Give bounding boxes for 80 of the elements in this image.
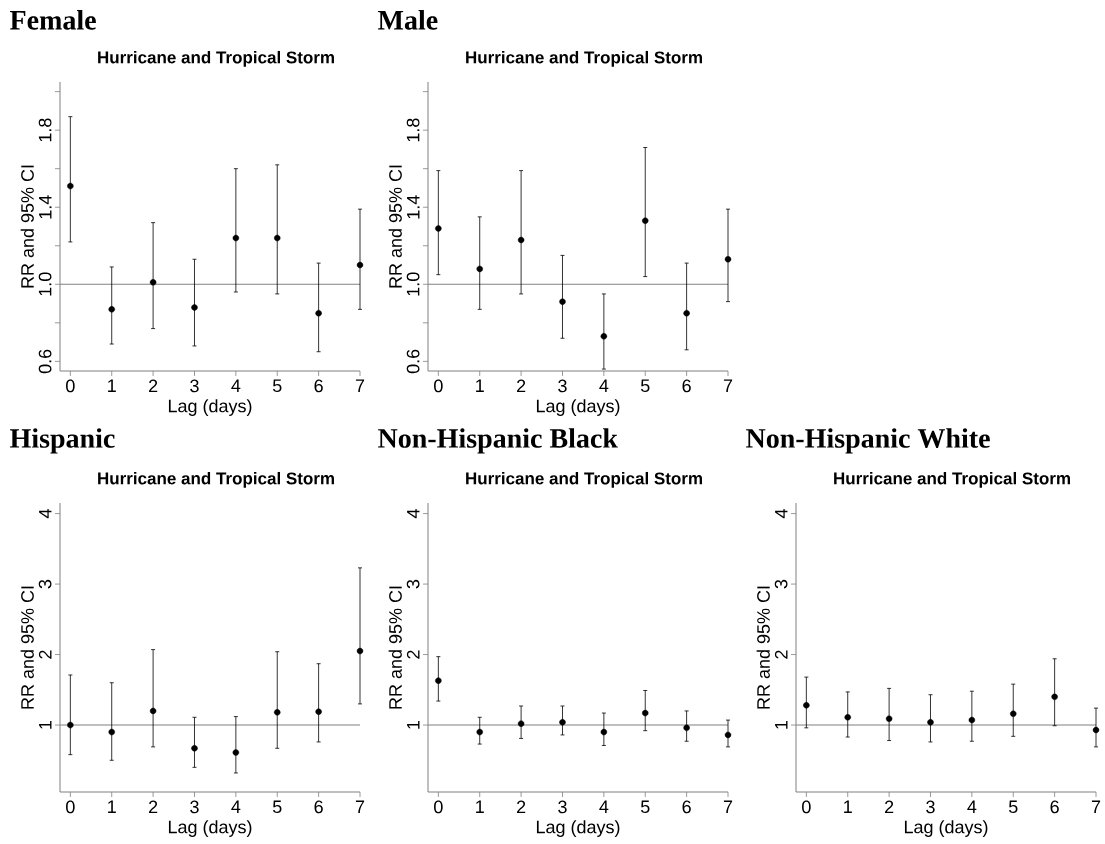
- chart-title: Non-Hispanic Black: [378, 428, 618, 454]
- x-tick-label: 7: [723, 800, 733, 813]
- x-tick-label: 5: [1008, 800, 1018, 814]
- x-tick-label: 6: [682, 800, 691, 814]
- y-tick-label: 3: [406, 579, 420, 589]
- x-axis-title: Lag (days): [168, 399, 252, 416]
- x-tick-label: 3: [558, 379, 567, 393]
- x-tick-label: 1: [844, 800, 852, 813]
- y-tick-label: 1.8: [406, 118, 420, 142]
- x-tick-label: 2: [149, 379, 158, 393]
- x-tick-label: 4: [967, 800, 977, 813]
- y-tick-label: 1.8: [38, 118, 52, 142]
- y-tick-label: 0.6: [406, 349, 420, 374]
- x-axis-title: Lag (days): [536, 820, 620, 837]
- y-tick-label: 4: [39, 509, 52, 519]
- chart-subtitle: Hurricane and Tropical Storm: [466, 471, 702, 488]
- x-tick-label: 2: [885, 800, 894, 814]
- x-tick-label: 2: [517, 379, 526, 393]
- chart-title: Male: [378, 10, 438, 30]
- y-axis-title: RR and 95% CI: [388, 165, 402, 288]
- x-tick-label: 4: [231, 379, 241, 392]
- y-tick-label: 4: [775, 509, 788, 519]
- y-tick-label: 1: [775, 720, 788, 729]
- x-tick-label: 5: [272, 379, 282, 393]
- x-tick-label: 6: [682, 379, 691, 393]
- y-tick-label: 1.4: [407, 195, 420, 219]
- chart-title: Hispanic: [10, 428, 115, 454]
- chart-title: Non-Hispanic White: [746, 428, 990, 454]
- x-tick-label: 1: [476, 800, 484, 813]
- x-tick-label: 4: [599, 379, 609, 392]
- x-tick-label: 1: [108, 379, 116, 392]
- chart-title: Female: [10, 10, 96, 30]
- x-tick-label: 0: [434, 800, 443, 814]
- x-tick-label: 3: [926, 800, 935, 814]
- x-tick-label: 0: [434, 379, 443, 393]
- y-tick-label: 1: [407, 720, 420, 729]
- chart-subtitle: Hurricane and Tropical Storm: [98, 50, 334, 67]
- x-axis-title: Lag (days): [168, 820, 252, 837]
- x-tick-label: 3: [190, 379, 199, 393]
- y-tick-label: 2: [406, 650, 420, 659]
- x-tick-label: 0: [66, 800, 75, 814]
- y-tick-label: 1.0: [38, 272, 52, 296]
- x-axis-title: Lag (days): [536, 399, 620, 416]
- y-axis-title: RR and 95% CI: [20, 586, 34, 709]
- y-tick-label: 3: [774, 579, 788, 589]
- x-tick-label: 4: [599, 800, 609, 813]
- x-tick-label: 3: [558, 800, 567, 814]
- x-tick-label: 0: [66, 379, 75, 393]
- chart-subtitle: Hurricane and Tropical Storm: [466, 50, 702, 67]
- chart-subtitle: Hurricane and Tropical Storm: [98, 471, 334, 488]
- x-tick-label: 7: [1091, 800, 1101, 813]
- y-tick-label: 4: [407, 509, 420, 519]
- x-tick-label: 6: [1050, 800, 1059, 814]
- x-tick-label: 5: [272, 800, 282, 814]
- y-tick-label: 2: [38, 650, 52, 659]
- x-tick-label: 0: [802, 800, 811, 814]
- x-tick-label: 5: [640, 800, 650, 814]
- y-tick-label: 1: [39, 720, 52, 729]
- y-tick-label: 1.4: [39, 195, 52, 219]
- y-tick-label: 3: [38, 579, 52, 589]
- x-tick-label: 6: [314, 800, 323, 814]
- x-tick-label: 2: [517, 800, 526, 814]
- x-tick-label: 7: [355, 800, 365, 813]
- chart-subtitle: Hurricane and Tropical Storm: [834, 471, 1070, 488]
- x-axis-title: Lag (days): [904, 820, 988, 837]
- x-tick-label: 7: [355, 379, 365, 392]
- y-tick-label: 1.0: [406, 272, 420, 296]
- x-tick-label: 3: [190, 800, 199, 814]
- x-tick-label: 4: [231, 800, 241, 813]
- y-axis-title: RR and 95% CI: [20, 165, 34, 288]
- x-tick-label: 6: [314, 379, 323, 393]
- x-tick-label: 7: [723, 379, 733, 392]
- x-tick-label: 5: [640, 379, 650, 393]
- y-axis-title: RR and 95% CI: [388, 586, 402, 709]
- x-tick-label: 2: [149, 800, 158, 814]
- y-tick-label: 0.6: [38, 349, 52, 374]
- y-axis-title: RR and 95% CI: [756, 586, 770, 709]
- x-tick-label: 1: [476, 379, 484, 392]
- y-tick-label: 2: [774, 650, 788, 659]
- x-tick-label: 1: [108, 800, 116, 813]
